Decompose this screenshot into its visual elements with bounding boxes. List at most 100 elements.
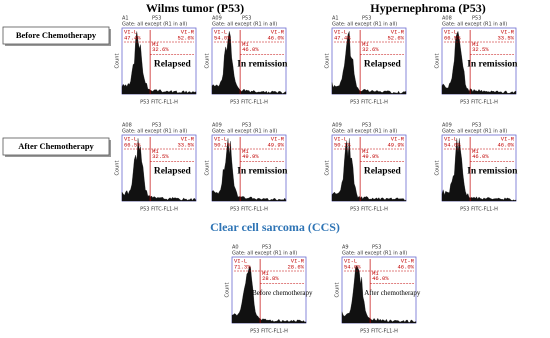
row-label: After Chemotherapy — [18, 141, 94, 151]
marker: P53 — [472, 123, 481, 129]
m1-pct: 49.9% — [242, 153, 259, 160]
gate: Gate: all except (R1 in all) — [442, 22, 507, 28]
y-label: Count — [325, 54, 331, 69]
gate: Gate: all except (R1 in all) — [212, 129, 277, 135]
sample-id: A1 — [332, 16, 339, 22]
header: Clear cell sarcoma (CCS) — [210, 220, 340, 234]
left-label: VI-L — [334, 28, 347, 35]
right-label: VI-R — [391, 135, 405, 142]
row-label: Before Chemotherapy — [16, 30, 97, 40]
right-label: VI-R — [271, 28, 285, 35]
marker: P53 — [242, 123, 251, 129]
sample-id: A08 — [122, 123, 132, 129]
caption: Before chemotherapy — [252, 289, 313, 297]
plot-frame — [121, 27, 197, 95]
x-label: P53 FITC-FL1-H — [360, 329, 398, 335]
sample-id: A0 — [232, 245, 239, 251]
sample-id: A09 — [212, 123, 222, 129]
right-label: VI-R — [181, 135, 195, 142]
right-pct: 49.9% — [387, 141, 404, 148]
left-label: VI-L — [124, 28, 137, 35]
left-pct: 54.0% — [214, 34, 231, 41]
left-label: VI-L — [214, 135, 227, 142]
label-box — [2, 26, 110, 45]
right-label: VI-R — [501, 28, 515, 35]
left-label: VI-L — [214, 28, 227, 35]
histogram — [331, 31, 407, 95]
x-label: P53 FITC-FL1-H — [140, 100, 178, 106]
left-pct: 54.0% — [444, 141, 461, 148]
m1-label: M1 — [242, 148, 249, 155]
right-pct: 52.6% — [177, 34, 194, 41]
right-pct: 28.6% — [287, 263, 304, 270]
x-label: P53 FITC-FL1-H — [230, 100, 268, 106]
sample-id: A9 — [342, 245, 349, 251]
left-pct: 66.5% — [124, 141, 141, 148]
m1-label: M1 — [262, 270, 269, 277]
sample-id: A08 — [442, 16, 452, 22]
histogram — [231, 266, 307, 324]
m1-label: M1 — [472, 41, 479, 48]
y-label: Count — [205, 161, 211, 176]
y-label: Count — [205, 54, 211, 69]
left-pct: 71.3% — [234, 263, 251, 270]
caption: In remission — [467, 59, 518, 69]
gate: Gate: all except (R1 in all) — [332, 129, 397, 135]
m1-pct: 32.6% — [152, 46, 169, 53]
label-box — [2, 137, 110, 156]
histogram — [121, 138, 197, 202]
marker: P53 — [362, 123, 371, 129]
right-pct: 46.0% — [397, 263, 414, 270]
y-label: Count — [115, 161, 121, 176]
marker: P53 — [472, 16, 481, 22]
right-pct: 52.6% — [387, 34, 404, 41]
x-label: P53 FITC-FL1-H — [250, 329, 288, 335]
left-label: VI-L — [344, 257, 357, 264]
header: Hypernephroma (P53) — [370, 1, 485, 15]
sample-id: A09 — [212, 16, 222, 22]
right-label: VI-R — [291, 257, 305, 264]
x-label: P53 FITC-FL1-H — [140, 207, 178, 213]
y-label: Count — [335, 283, 341, 298]
histogram — [441, 138, 517, 202]
right-label: VI-R — [391, 28, 405, 35]
y-label: Count — [435, 161, 441, 176]
m1-pct: 46.0% — [372, 275, 389, 282]
marker: P53 — [262, 245, 271, 251]
x-label: P53 FITC-FL1-H — [230, 207, 268, 213]
left-label: VI-L — [444, 135, 457, 142]
sample-id: A09 — [442, 123, 452, 129]
x-label: P53 FITC-FL1-H — [460, 207, 498, 213]
m1-label: M1 — [372, 270, 379, 277]
gate: Gate: all except (R1 in all) — [442, 129, 507, 135]
x-label: P53 FITC-FL1-H — [350, 207, 388, 213]
histogram — [121, 31, 197, 95]
gate: Gate: all except (R1 in all) — [122, 22, 187, 28]
caption: In remission — [467, 166, 518, 176]
left-pct: 54.0% — [344, 263, 361, 270]
marker: P53 — [242, 16, 251, 22]
gate: Gate: all except (R1 in all) — [232, 251, 297, 257]
m1-pct: 32.5% — [472, 46, 489, 53]
right-label: VI-R — [401, 257, 415, 264]
left-label: VI-L — [234, 257, 247, 264]
y-label: Count — [435, 54, 441, 69]
gate: Gate: all except (R1 in all) — [122, 129, 187, 135]
right-pct: 33.5% — [497, 34, 514, 41]
m1-pct: 46.0% — [242, 46, 259, 53]
histogram — [441, 30, 517, 95]
histogram — [331, 138, 407, 202]
marker: P53 — [152, 16, 161, 22]
histogram — [211, 138, 287, 202]
m1-label: M1 — [362, 148, 369, 155]
m1-pct: 28.8% — [262, 275, 279, 282]
left-label: VI-L — [444, 28, 457, 35]
gate: Gate: all except (R1 in all) — [212, 22, 277, 28]
m1-pct: 32.5% — [152, 153, 169, 160]
left-label: VI-L — [124, 135, 137, 142]
gate: Gate: all except (R1 in all) — [332, 22, 397, 28]
left-label: VI-L — [334, 135, 347, 142]
marker: P53 — [362, 16, 371, 22]
m1-label: M1 — [472, 148, 479, 155]
right-label: VI-R — [181, 28, 195, 35]
